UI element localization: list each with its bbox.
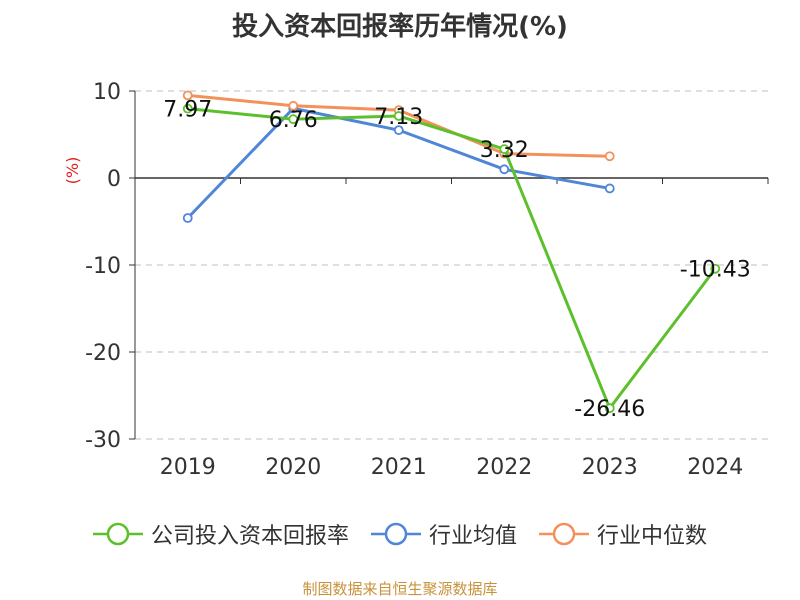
data-point xyxy=(499,164,510,175)
x-tick-label: 2022 xyxy=(476,455,532,480)
y-axis-label: (%) xyxy=(63,157,82,185)
y-tick-label: 0 xyxy=(107,167,121,192)
legend-item: 公司投入资本回报率 xyxy=(92,518,349,550)
x-tick-label: 2023 xyxy=(582,455,638,480)
y-tick-label: -20 xyxy=(85,341,121,366)
x-tick-label: 2020 xyxy=(265,455,321,480)
x-tick-label: 2019 xyxy=(160,455,216,480)
legend-item: 行业均值 xyxy=(370,518,517,550)
legend-label: 行业均值 xyxy=(428,524,517,549)
data-point xyxy=(499,144,510,155)
data-point xyxy=(288,100,299,111)
data-point xyxy=(710,263,721,274)
data-point xyxy=(393,125,404,136)
data-label: 7.13 xyxy=(374,105,423,130)
y-tick-label: 10 xyxy=(93,80,121,105)
data-point xyxy=(182,213,193,223)
data-point xyxy=(288,114,299,125)
x-tick-label: 2021 xyxy=(371,455,427,480)
series-line xyxy=(187,107,717,410)
chart-legend: 公司投入资本回报率 行业均值 行业中位数 xyxy=(0,518,800,550)
data-point xyxy=(604,403,615,414)
data-point xyxy=(393,111,404,121)
y-tick-label: -30 xyxy=(85,428,121,453)
data-point xyxy=(604,183,615,194)
source-footer: 制图数据来自恒生聚源数据库 xyxy=(302,580,498,598)
data-label: -10.43 xyxy=(680,258,751,283)
data-point xyxy=(604,151,615,162)
legend-swatch-icon xyxy=(92,522,143,546)
data-point xyxy=(182,103,193,114)
data-label: 6.76 xyxy=(269,108,318,133)
legend-label: 行业中位数 xyxy=(597,524,708,549)
data-label: 7.97 xyxy=(163,98,212,123)
chart-title: 投入资本回报率历年情况(%) xyxy=(232,12,568,42)
legend-swatch-icon xyxy=(370,522,421,546)
legend-item: 行业中位数 xyxy=(539,518,707,550)
data-label: 3.32 xyxy=(480,138,529,163)
data-label: -26.46 xyxy=(574,397,645,422)
legend-label: 公司投入资本回报率 xyxy=(150,524,349,549)
data-point xyxy=(182,90,193,101)
x-tick-label: 2024 xyxy=(687,455,743,480)
y-tick-label: -10 xyxy=(85,254,121,279)
legend-swatch-icon xyxy=(539,522,589,546)
